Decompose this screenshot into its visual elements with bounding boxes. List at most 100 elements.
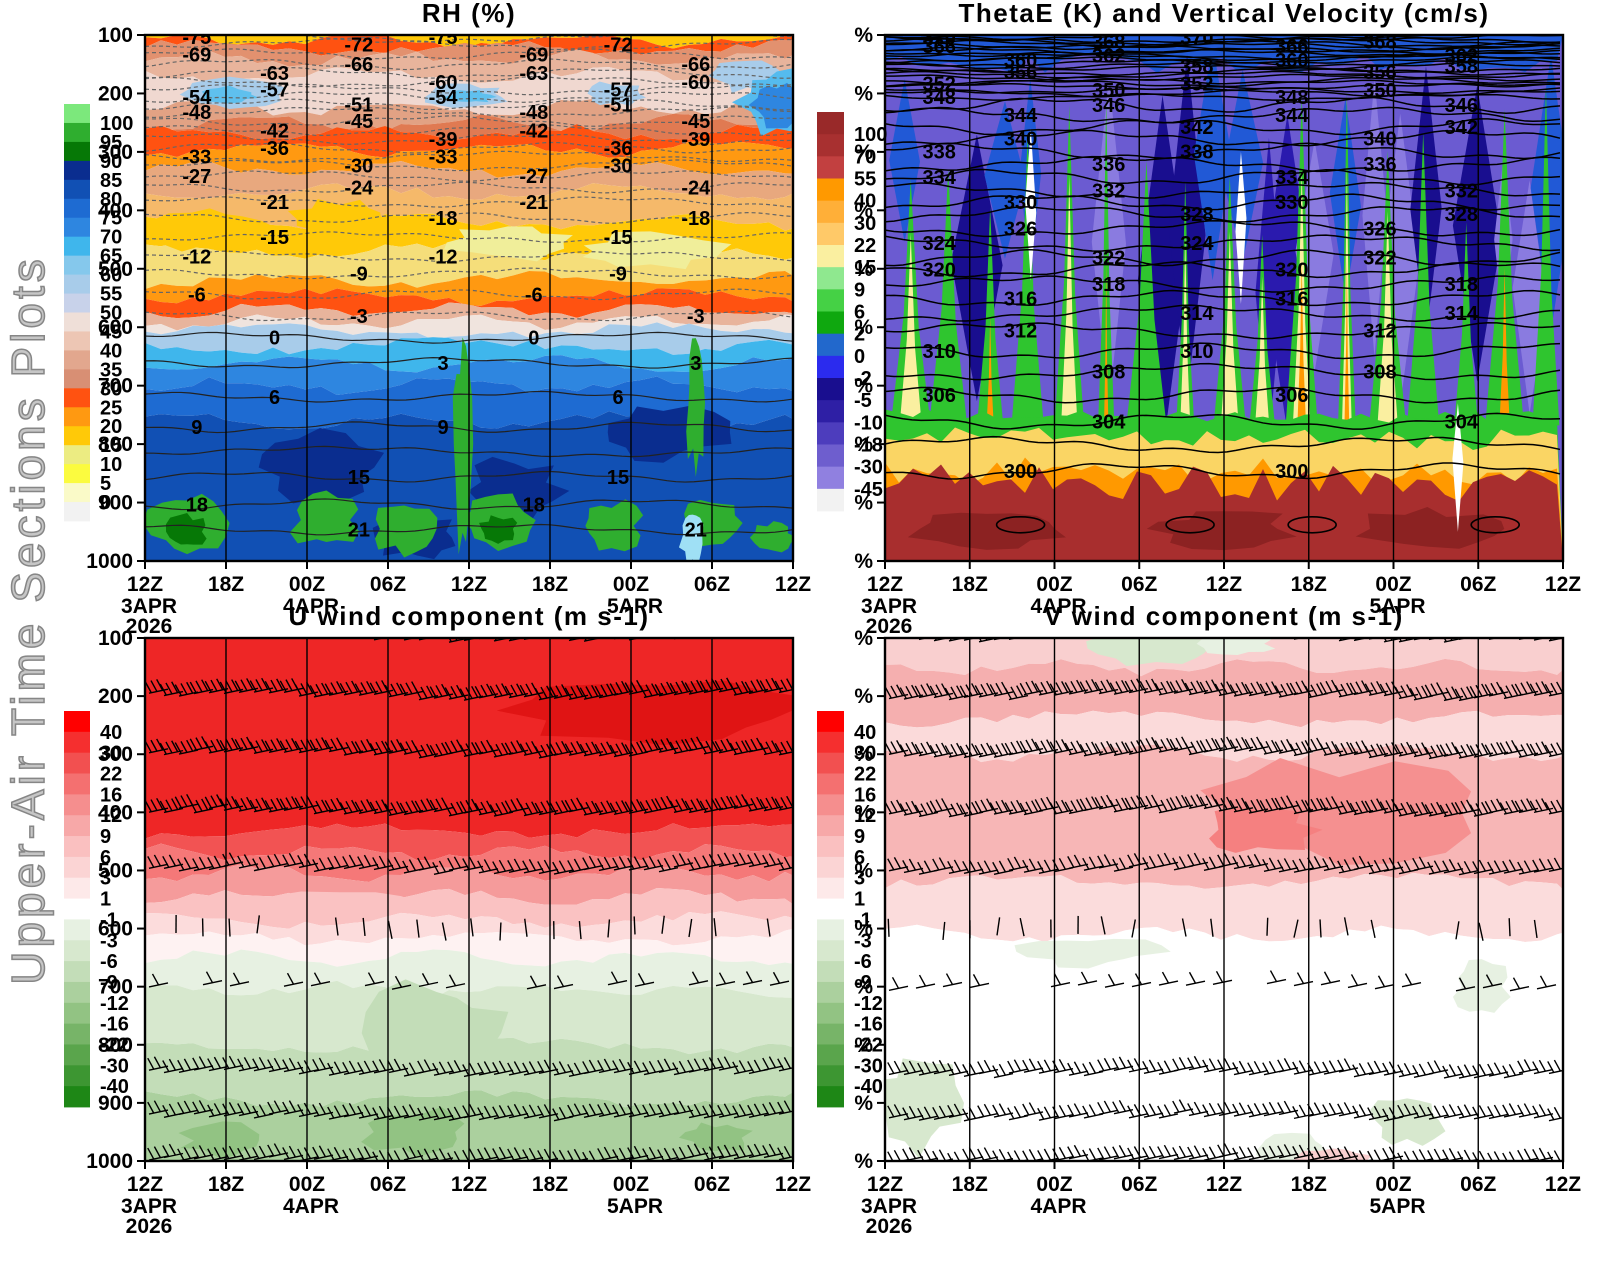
colorbar-label: -6: [100, 951, 118, 973]
colorbar-label: -3: [100, 930, 118, 952]
colorbar-label: 30: [100, 743, 122, 765]
contour-label: 326: [1363, 218, 1396, 240]
contour-label: 300: [1004, 461, 1037, 483]
contour-label: 310: [1180, 341, 1213, 363]
x-tick-label: 06Z: [694, 573, 730, 596]
contour-label: -72: [604, 34, 633, 56]
colorbar-label: -5: [854, 390, 872, 412]
x-date-label: 5APR: [607, 1195, 663, 1218]
field-rh: -75-75-72-72-69-69-66-66-63-63-60-60-57-…: [143, 27, 817, 565]
contour-label: -51: [604, 95, 633, 117]
contour-label: 332: [1445, 180, 1478, 202]
colorbar-label: -18: [854, 435, 883, 457]
contour-label: 318: [1445, 274, 1478, 296]
contour-label: -18: [681, 208, 710, 230]
x-tick-label: 12Z: [775, 573, 811, 596]
contour-label: -18: [429, 208, 458, 230]
colorbar-label: 55: [854, 169, 876, 191]
contour-label: -21: [260, 192, 289, 214]
colorbar-label: 6: [100, 847, 111, 869]
contour-label: 306: [923, 385, 956, 407]
x-tick-label: 12Z: [451, 573, 487, 596]
contour-label: 322: [1363, 248, 1396, 270]
colorbar-label: 9: [100, 826, 111, 848]
contour-label: -60: [681, 72, 710, 94]
contour-label: 326: [1004, 218, 1037, 240]
panel-title: V wind component (m s-1): [1044, 601, 1404, 631]
colorbar-label: -30: [100, 1055, 129, 1077]
x-tick-label: 18Z: [532, 573, 568, 596]
contour-label: 348: [923, 87, 956, 109]
contour-label: -39: [681, 129, 710, 151]
contour-label: -30: [344, 155, 373, 177]
panel-rh: -75-75-72-72-69-69-66-66-63-63-60-60-57-…: [64, 0, 816, 638]
contour-label: 366: [923, 36, 956, 58]
colorbar-label: 9: [854, 279, 865, 301]
contour-label: -54: [429, 87, 459, 109]
contour-label: 314: [1445, 303, 1479, 325]
colorbar-label: -9: [100, 972, 118, 994]
y-tick-label: 200: [98, 82, 133, 105]
contour-label: 6: [612, 387, 623, 409]
colorbar-label: 1: [100, 889, 111, 911]
colorbar-label: -12: [100, 993, 129, 1015]
contour-label: 9: [191, 417, 202, 439]
contour-label: -21: [519, 192, 548, 214]
contour-label: 308: [1092, 362, 1125, 384]
x-tick-label: 00Z: [1036, 573, 1072, 596]
contour-label: -69: [182, 44, 211, 66]
contour-label: 338: [923, 141, 956, 163]
colorbar-label: 3: [100, 868, 111, 890]
colorbar-label: -40: [854, 1076, 883, 1098]
contour-label: -27: [182, 166, 211, 188]
contour-label: 352: [1180, 74, 1213, 96]
x-tick-label: 12Z: [867, 573, 903, 596]
contour-label: 324: [1180, 233, 1214, 255]
contour-label: 15: [348, 467, 370, 489]
contour-label: -45: [344, 111, 373, 133]
contour-label: 330: [1275, 192, 1308, 214]
contour-label: -3: [350, 306, 368, 328]
colorbar-label: -1: [854, 909, 872, 931]
x-tick-label: 00Z: [613, 1173, 649, 1196]
x-tick-label: 12Z: [127, 573, 163, 596]
x-tick-label: 12Z: [127, 1173, 163, 1196]
contour-label: 340: [1004, 128, 1037, 150]
colorbar-label: -3: [854, 930, 872, 952]
y-tick-label: 100: [98, 24, 133, 47]
contour-label: 320: [1275, 259, 1308, 281]
x-tick-label: 06Z: [694, 1173, 730, 1196]
contour-label: 346: [1092, 95, 1125, 117]
colorbar-label: -30: [854, 1055, 883, 1077]
contour-label: 3: [438, 353, 449, 375]
contour-label: 312: [1363, 321, 1396, 343]
contour-label: 18: [523, 494, 545, 516]
contour-label: 340: [1363, 128, 1396, 150]
field-vwind: [872, 620, 1568, 1173]
colorbar-label: 30: [854, 213, 876, 235]
y-tick-label: 1000: [86, 550, 133, 573]
contour-label: -24: [344, 178, 374, 200]
x-tick-label: 06Z: [1121, 573, 1157, 596]
x-tick-label: 12Z: [1545, 573, 1581, 596]
colorbar-label: -6: [854, 951, 872, 973]
colorbar-label: 16: [854, 784, 876, 806]
colorbar-label: -16: [100, 1014, 129, 1036]
contour-label: -15: [604, 227, 633, 249]
contour-label: 328: [1180, 204, 1213, 226]
colorbar-label: 3: [854, 868, 865, 890]
contour-label: 336: [1363, 154, 1396, 176]
colorbar-label: -30: [854, 457, 883, 479]
x-tick-label: 06Z: [1460, 1173, 1496, 1196]
contour-label: 304: [1445, 411, 1479, 433]
contour-label: 310: [923, 341, 956, 363]
colorbar-label: 40: [100, 722, 122, 744]
colorbar-label: 0: [100, 492, 111, 514]
contour-label: -12: [182, 247, 211, 269]
contour-label: 306: [1275, 385, 1308, 407]
x-tick-label: 18Z: [532, 1173, 568, 1196]
